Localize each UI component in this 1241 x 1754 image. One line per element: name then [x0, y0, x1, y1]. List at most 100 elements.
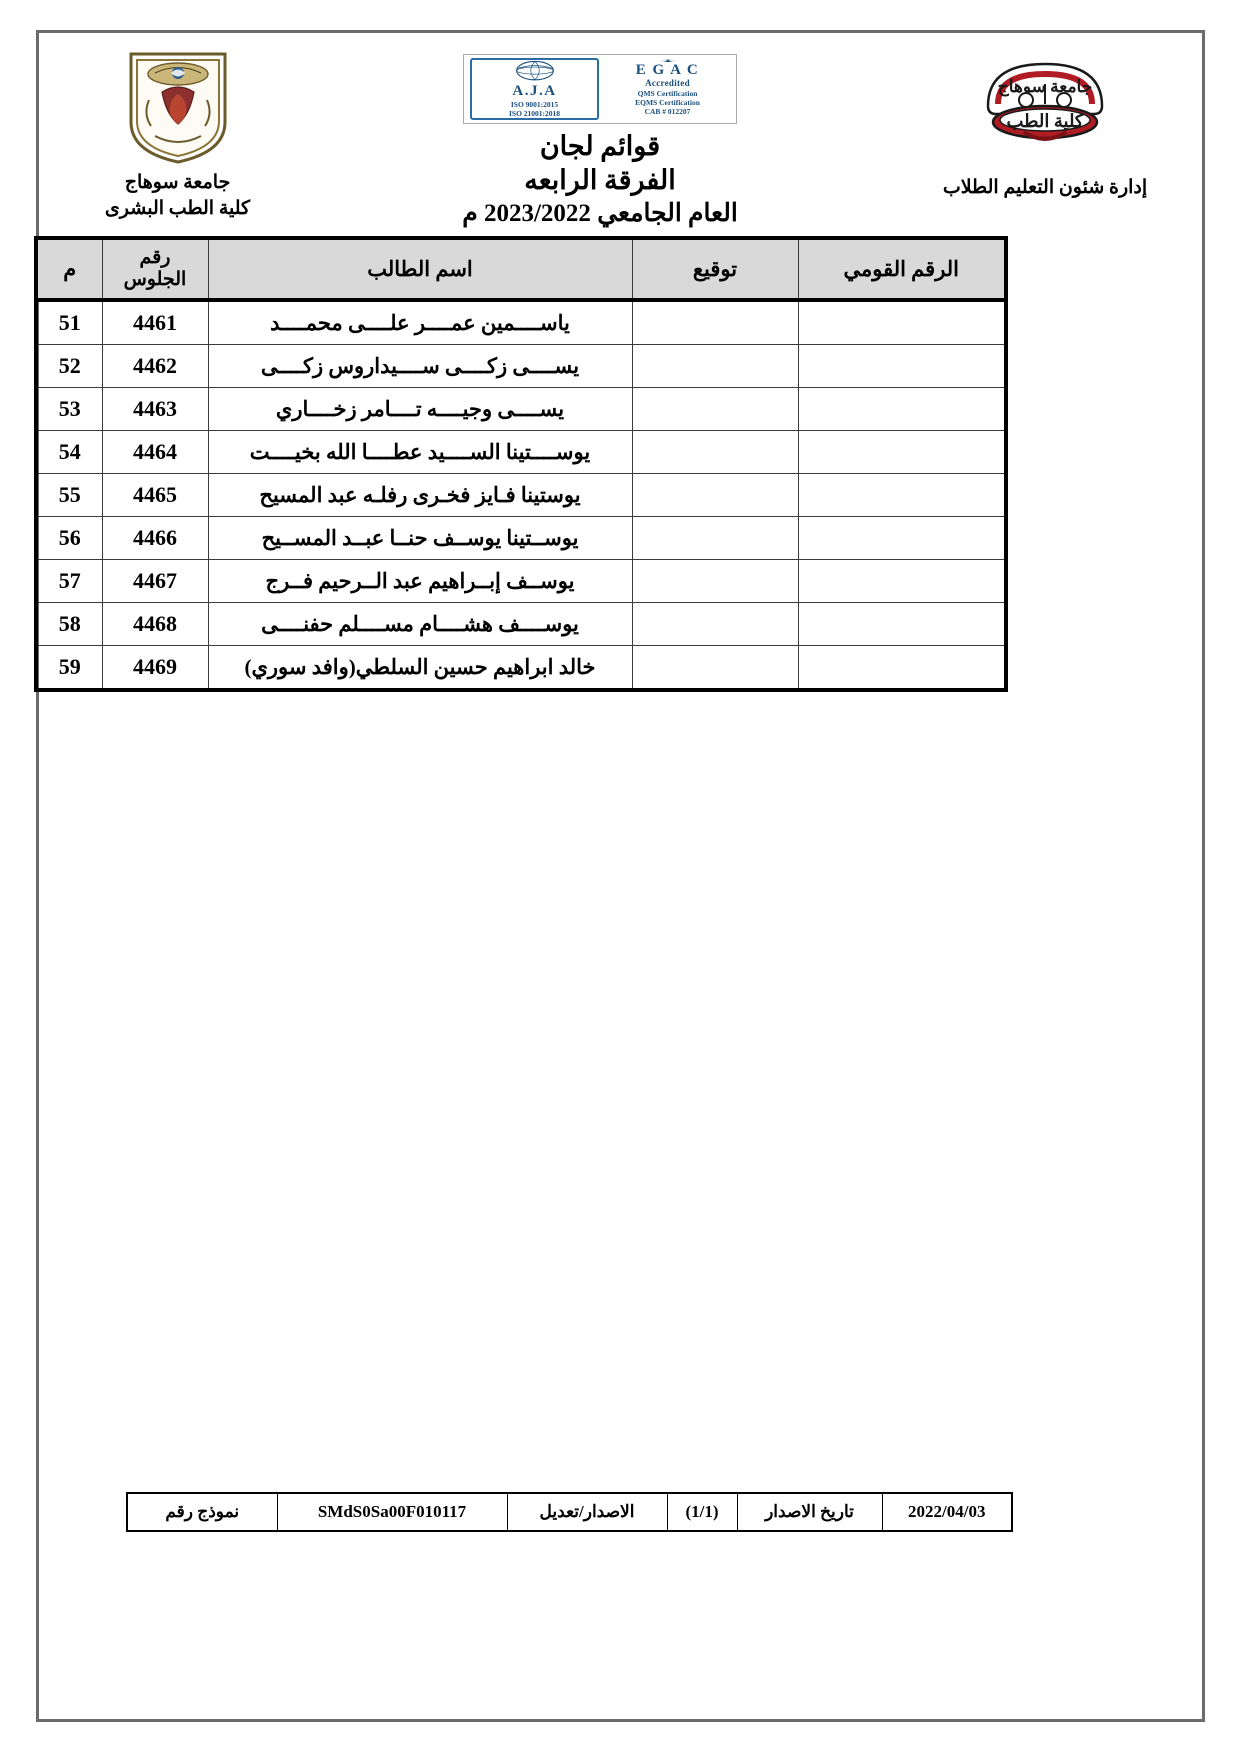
cell-sequence: 57: [35, 559, 103, 603]
aja-lines: ISO 9001:2015 ISO 21001:2018: [509, 100, 560, 118]
cell-signature[interactable]: [631, 387, 799, 431]
egac-title: E G A C: [635, 61, 700, 78]
cell-student-name: يوســف إبــراهيم عبد الــرحيم فــرج: [207, 559, 633, 603]
cell-national-id[interactable]: [797, 299, 1007, 345]
university-name: جامعة سوهاج: [124, 172, 231, 193]
document-footer: 2022/04/03 تاريخ الاصدار (1/1) الاصدار/ت…: [126, 1492, 1013, 1532]
students-table-wrapper: الرقم القومي توقيع اسم الطالب رقم الجلوس…: [34, 236, 1008, 692]
cell-student-name: يوســــف هشــــام مســــلم حفنــــى: [207, 602, 633, 646]
cell-sequence: 58: [35, 602, 103, 646]
footer-issue-label: الاصدار/تعديل: [506, 1492, 668, 1532]
sohag-university-shield-logo: [125, 48, 231, 166]
department-name: إدارة شئون التعليم الطلاب: [942, 177, 1148, 198]
header-right-block: جامعة سوهاج كلية الطب البشرى: [70, 48, 285, 221]
cell-national-id[interactable]: [797, 559, 1007, 603]
footer-row: 2022/04/03 تاريخ الاصدار (1/1) الاصدار/ت…: [126, 1492, 1013, 1532]
seat-header-line-1: رقم: [139, 247, 171, 269]
cell-sequence: 59: [35, 645, 103, 691]
header-center-block: E G A C Accredited QMS Certification EQM…: [285, 48, 915, 229]
cell-national-id[interactable]: [797, 430, 1007, 474]
footer-issue-date: 2022/04/03: [881, 1492, 1013, 1532]
cell-signature[interactable]: [631, 645, 799, 691]
certification-strip: E G A C Accredited QMS Certification EQM…: [463, 54, 737, 124]
table-row: خالد ابراهيم حسين السلطي(وافد سوري) 4469…: [35, 645, 1007, 691]
cell-signature[interactable]: [631, 430, 799, 474]
egac-line-3: CAB # 012207: [644, 107, 691, 116]
footer-issue-date-label: تاريخ الاصدار: [736, 1492, 883, 1532]
table-row: يســــى زكــــى ســــيداروس زكــــى 4462…: [35, 344, 1007, 388]
cell-seat-number: 4465: [101, 473, 209, 517]
cell-sequence: 54: [35, 430, 103, 474]
cell-student-name: يوســتينا يوســف حنــا عبــد المســيح: [207, 516, 633, 560]
aja-title: A.J.A: [512, 83, 557, 99]
cell-national-id[interactable]: [797, 516, 1007, 560]
column-header-student-name: اسم الطالب: [207, 237, 633, 302]
cell-signature[interactable]: [631, 559, 799, 603]
header-left-block: جامعة سوهاج كلية الطب إدارة شئون التعليم…: [915, 48, 1175, 199]
egac-line-2: EQMS Certification: [635, 98, 700, 107]
table-row: ياســــمين عمــــر علــــى محمــــد 4461…: [35, 299, 1007, 345]
table-row: يوســــف هشــــام مســــلم حفنــــى 4468…: [35, 602, 1007, 646]
column-header-signature: توقيع: [631, 237, 799, 302]
faculty-name: كلية الطب البشرى: [104, 197, 251, 219]
cell-sequence: 52: [35, 344, 103, 388]
cell-seat-number: 4461: [101, 299, 209, 345]
cell-sequence: 51: [35, 299, 103, 345]
title-line-3: العام الجامعي 2023/2022 م: [462, 199, 738, 227]
cell-student-name: يوستينا فـايز فخـرى رفلـه عبد المسيح: [207, 473, 633, 517]
column-header-national-id: الرقم القومي: [797, 237, 1007, 302]
cell-seat-number: 4466: [101, 516, 209, 560]
cell-seat-number: 4464: [101, 430, 209, 474]
table-header-row: الرقم القومي توقيع اسم الطالب رقم الجلوس…: [35, 237, 1007, 302]
aja-line-1: ISO 9001:2015: [510, 100, 559, 109]
title-line-1: قوائم لجان: [539, 131, 661, 161]
cell-seat-number: 4467: [101, 559, 209, 603]
cell-signature[interactable]: [631, 473, 799, 517]
svg-text:كلية الطب: كلية الطب: [1006, 111, 1083, 131]
cell-student-name: يســــى وجيــــه تــــامر زخــــاري: [207, 387, 633, 431]
cell-national-id[interactable]: [797, 344, 1007, 388]
cell-national-id[interactable]: [797, 645, 1007, 691]
title-line-2: الفرقة الرابعه: [524, 164, 676, 195]
cell-national-id[interactable]: [797, 473, 1007, 517]
cell-signature[interactable]: [631, 344, 799, 388]
document-header: جامعة سوهاج كلية الطب البشرى E G A C Acc…: [70, 48, 1175, 228]
cell-national-id[interactable]: [797, 387, 1007, 431]
cell-seat-number: 4463: [101, 387, 209, 431]
column-header-seat-number: رقم الجلوس: [101, 237, 209, 302]
cell-national-id[interactable]: [797, 602, 1007, 646]
egac-subtitle: Accredited: [645, 77, 690, 88]
seat-header-line-2: الجلوس: [123, 269, 187, 290]
cell-student-name: ياســــمين عمــــر علــــى محمــــد: [207, 299, 633, 345]
table-row: يوستينا فـايز فخـرى رفلـه عبد المسيح 446…: [35, 473, 1007, 517]
footer-form-label: نموذج رقم: [126, 1492, 278, 1532]
egac-lines: QMS Certification EQMS Certification CAB…: [635, 89, 700, 116]
footer-table: 2022/04/03 تاريخ الاصدار (1/1) الاصدار/ت…: [126, 1492, 1013, 1532]
cell-student-name: يوســــتينا الســــيد عطــــا الله بخيــ…: [207, 430, 633, 474]
cell-sequence: 55: [35, 473, 103, 517]
cell-seat-number: 4469: [101, 645, 209, 691]
cell-signature[interactable]: [631, 299, 799, 345]
aja-line-2: ISO 21001:2018: [508, 109, 561, 118]
cell-seat-number: 4462: [101, 344, 209, 388]
column-header-sequence: م: [35, 237, 103, 302]
table-row: يوســتينا يوســف حنــا عبــد المســيح 44…: [35, 516, 1007, 560]
table-row: يوســــتينا الســــيد عطــــا الله بخيــ…: [35, 430, 1007, 474]
cell-signature[interactable]: [631, 516, 799, 560]
cell-student-name: يســــى زكــــى ســــيداروس زكــــى: [207, 344, 633, 388]
document-title-block: قوائم لجان الفرقة الرابعه العام الجامعي …: [462, 130, 738, 229]
cell-seat-number: 4468: [101, 602, 209, 646]
footer-form-code: SMdS0Sa00F010117: [276, 1492, 508, 1532]
students-table: الرقم القومي توقيع اسم الطالب رقم الجلوس…: [34, 236, 1008, 692]
cell-signature[interactable]: [631, 602, 799, 646]
students-table-body: ياســــمين عمــــر علــــى محمــــد 4461…: [35, 299, 1007, 691]
cell-sequence: 56: [35, 516, 103, 560]
cell-sequence: 53: [35, 387, 103, 431]
student-affairs-faculty-logo: جامعة سوهاج كلية الطب: [964, 48, 1126, 174]
egac-line-1: QMS Certification: [637, 89, 698, 98]
cell-student-name: خالد ابراهيم حسين السلطي(وافد سوري): [207, 645, 633, 691]
egac-accredited-logo: E G A C Accredited QMS Certification EQM…: [605, 58, 730, 116]
table-row: يســــى وجيــــه تــــامر زخــــاري 4463…: [35, 387, 1007, 431]
aja-iso-logo: A.J.A ISO 9001:2015 ISO 21001:2018: [470, 58, 599, 120]
